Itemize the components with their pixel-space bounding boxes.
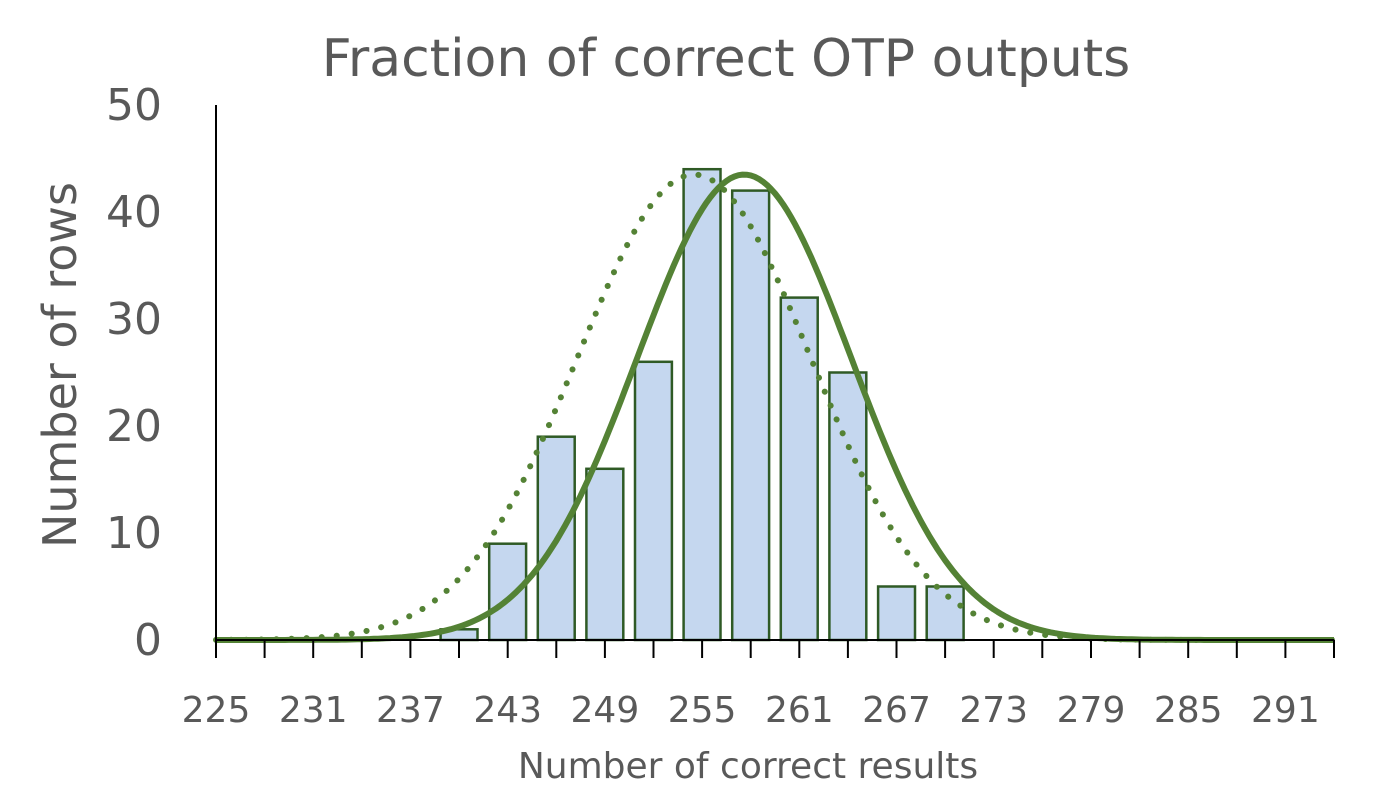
x-tick-label: 255 bbox=[668, 690, 737, 731]
bars-layer bbox=[439, 167, 965, 642]
histogram-bar bbox=[925, 585, 965, 642]
histogram-bar bbox=[779, 296, 819, 642]
x-tick-label: 249 bbox=[571, 690, 640, 731]
histogram-bar bbox=[633, 360, 674, 642]
y-tick-label: 30 bbox=[106, 294, 162, 345]
histogram-bar bbox=[682, 167, 722, 642]
x-tick-label: 231 bbox=[279, 690, 348, 731]
ticks-layer: 225 231 237 243 249 255 261 267 273 279 285 291 0 10 2… bbox=[106, 80, 1335, 731]
y-tick-label: 20 bbox=[106, 401, 162, 452]
x-tick-label: 273 bbox=[959, 690, 1028, 731]
x-tick-label: 243 bbox=[473, 690, 542, 731]
x-tick-label: 261 bbox=[765, 690, 834, 731]
histogram-bar bbox=[730, 189, 771, 642]
chart-title: Fraction of correct OTP outputs bbox=[322, 29, 1131, 89]
histogram-bar bbox=[828, 371, 868, 642]
histogram-bar bbox=[876, 585, 917, 642]
x-tick-label: 285 bbox=[1154, 690, 1223, 731]
histogram-bar bbox=[585, 467, 625, 642]
x-axis-label: Number of correct results bbox=[518, 746, 978, 787]
solid-fit-curve bbox=[216, 171, 1334, 643]
y-axis-label: Number of rows bbox=[33, 182, 87, 548]
y-tick-label: 0 bbox=[134, 615, 162, 666]
x-tick-label: 267 bbox=[862, 690, 931, 731]
curves-layer bbox=[213, 171, 1337, 643]
x-tick-label: 225 bbox=[182, 690, 251, 731]
x-tick-label: 237 bbox=[376, 690, 445, 731]
axes-layer bbox=[215, 105, 1334, 641]
x-tick-label: 291 bbox=[1251, 690, 1320, 731]
y-tick-label: 10 bbox=[106, 508, 162, 559]
dotted-fit-curve bbox=[213, 171, 1337, 643]
x-tick-label: 279 bbox=[1057, 690, 1126, 731]
y-tick-label: 40 bbox=[106, 187, 162, 238]
y-tick-label: 50 bbox=[106, 80, 162, 131]
